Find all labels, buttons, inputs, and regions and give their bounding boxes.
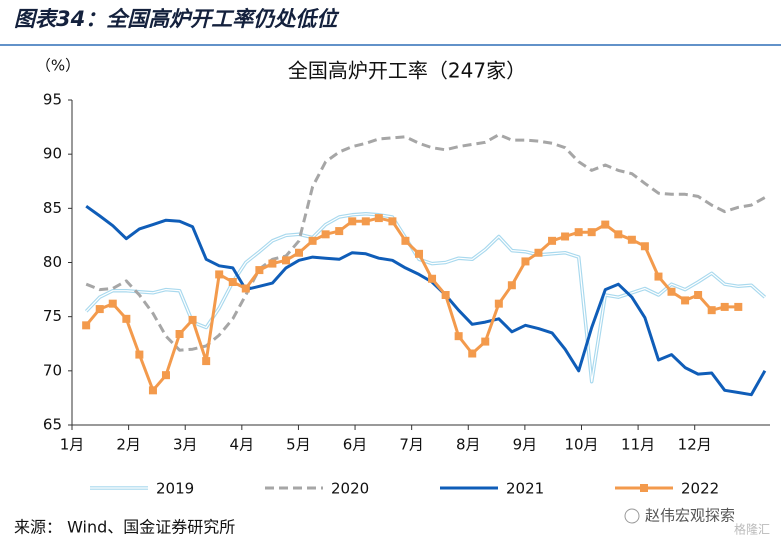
data-marker [587, 228, 596, 237]
data-marker [161, 371, 170, 380]
data-marker [321, 230, 330, 239]
x-tick-label: 12月 [678, 436, 712, 454]
data-marker [468, 349, 477, 358]
data-marker [627, 235, 636, 244]
x-tick-label: 4月 [230, 436, 255, 454]
x-tick-label: 6月 [343, 436, 368, 454]
series-line [85, 133, 766, 352]
data-marker [494, 299, 503, 308]
legend-label: 2021 [506, 480, 544, 498]
data-marker [308, 236, 317, 245]
figure-title: 图表34：全国高炉开工率仍处低位 [14, 7, 340, 31]
watermark-logo: 格隆汇 [734, 522, 770, 537]
data-marker [481, 337, 490, 346]
data-marker [454, 332, 463, 341]
legend-marker [640, 484, 648, 492]
data-marker [734, 302, 743, 311]
data-marker [415, 249, 424, 258]
x-tick-label: 3月 [173, 436, 198, 454]
data-marker [654, 272, 663, 281]
data-marker [574, 228, 583, 237]
y-tick-label: 65 [43, 416, 62, 434]
data-marker [122, 314, 131, 323]
y-tick-label: 80 [43, 253, 62, 271]
data-marker [281, 256, 290, 265]
data-marker [640, 242, 649, 251]
data-marker [720, 302, 729, 311]
watermark: 赵伟宏观探索 [645, 507, 735, 525]
data-marker [295, 248, 304, 257]
x-tick-label: 7月 [399, 436, 424, 454]
wechat-icon [624, 508, 640, 524]
data-marker [175, 330, 184, 338]
data-marker [95, 305, 104, 314]
data-marker [268, 259, 277, 268]
data-marker [534, 248, 543, 257]
chart-title: 全国高炉开工率（247家） [288, 59, 526, 83]
data-marker [215, 270, 224, 279]
data-marker [707, 306, 716, 315]
data-marker [108, 299, 117, 308]
data-marker [614, 230, 623, 239]
x-tick-label: 11月 [621, 436, 655, 454]
x-tick-label: 10月 [564, 436, 598, 454]
data-marker [548, 236, 557, 245]
y-tick-label: 70 [43, 361, 62, 379]
data-marker [507, 281, 516, 290]
y-tick-label: 90 [43, 145, 62, 163]
series-line-inner [85, 213, 766, 383]
data-marker [135, 350, 144, 359]
data-marker [361, 217, 370, 226]
data-marker [521, 257, 530, 266]
data-marker [667, 287, 676, 296]
data-marker [348, 217, 357, 226]
data-marker [681, 296, 690, 305]
data-marker [335, 227, 344, 236]
x-tick-label: 8月 [456, 436, 481, 454]
data-marker [601, 220, 610, 229]
y-tick-label: 95 [43, 91, 62, 109]
x-tick-label: 9月 [513, 436, 538, 454]
data-marker [388, 217, 397, 226]
legend-label: 2020 [331, 480, 369, 498]
data-marker [561, 232, 570, 241]
data-marker [82, 321, 91, 330]
x-tick-label: 2月 [116, 436, 141, 454]
data-marker [374, 214, 383, 223]
data-marker [401, 236, 410, 245]
y-tick-label: 75 [43, 307, 62, 325]
legend-label: 2022 [681, 480, 719, 498]
y-tick-label: 85 [43, 199, 62, 217]
x-tick-label: 5月 [286, 436, 311, 454]
data-marker [428, 274, 437, 283]
data-marker [228, 278, 237, 286]
data-marker [188, 315, 197, 324]
x-tick-label: 1月 [60, 436, 85, 454]
series-line [85, 204, 767, 397]
data-marker [441, 291, 450, 299]
y-unit-label: （%） [36, 57, 80, 75]
legend-label: 2019 [156, 480, 194, 498]
data-marker [694, 291, 703, 299]
data-marker [255, 266, 264, 275]
source: 来源： Wind、国金证券研究所 [14, 518, 235, 537]
data-marker [148, 386, 157, 395]
data-marker [241, 284, 250, 293]
data-marker [202, 357, 211, 366]
